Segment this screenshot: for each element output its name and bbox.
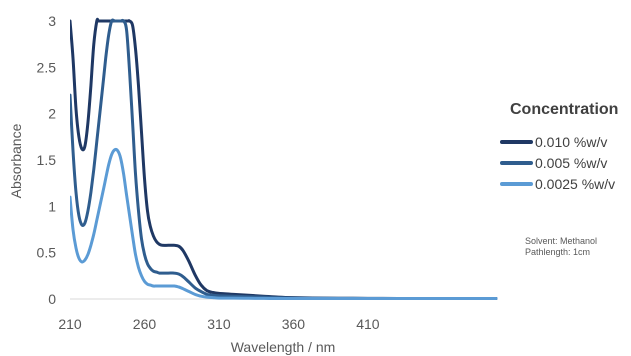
legend: Concentration 0.010 %w/v 0.005 %w/v 0.00… <box>500 101 628 194</box>
legend-label-0-0025: 0.0025 %w/v <box>535 175 616 192</box>
y-tick-label: 3 <box>48 13 56 29</box>
y-tick-labels: 0 0.5 1 1.5 2 2.5 3 <box>37 13 57 307</box>
legend-label-0-005: 0.005 %w/v <box>535 154 608 171</box>
legend-item-0-010: 0.010 %w/v <box>500 131 628 152</box>
legend-swatch-0-005 <box>500 160 533 165</box>
x-tick-label: 360 <box>282 316 306 332</box>
legend-item-0-0025: 0.0025 %w/v <box>500 173 628 194</box>
solvent-note: Solvent: Methanol <box>525 236 598 246</box>
x-tick-label: 410 <box>356 316 380 332</box>
measurement-note: Solvent: Methanol Pathlength: 1cm <box>525 236 597 258</box>
series-lines <box>70 17 498 301</box>
y-tick-label: 2.5 <box>37 59 57 75</box>
y-tick-label: 0 <box>48 291 56 307</box>
y-tick-label: 0.5 <box>37 245 57 261</box>
y-axis-title: Absorbance <box>8 123 24 198</box>
legend-label-0-010: 0.010 %w/v <box>535 133 608 150</box>
x-axis-title: Wavelength / nm <box>231 339 336 355</box>
pathlength-note: Pathlength: 1cm <box>525 247 591 257</box>
legend-swatch-0-010 <box>500 139 533 144</box>
y-tick-label: 1.5 <box>37 152 57 168</box>
legend-title: Concentration <box>510 101 619 118</box>
legend-swatch-0-0025 <box>500 181 533 186</box>
x-tick-label: 210 <box>58 316 82 332</box>
y-tick-label: 2 <box>48 106 56 122</box>
y-tick-label: 1 <box>48 198 56 214</box>
x-tick-label: 260 <box>133 316 157 332</box>
x-tick-labels: 210 260 310 360 410 <box>58 316 379 332</box>
series-line-1 <box>70 18 498 301</box>
x-tick-label: 310 <box>207 316 231 332</box>
legend-item-0-005: 0.005 %w/v <box>500 152 628 173</box>
series-line-2 <box>70 147 498 301</box>
